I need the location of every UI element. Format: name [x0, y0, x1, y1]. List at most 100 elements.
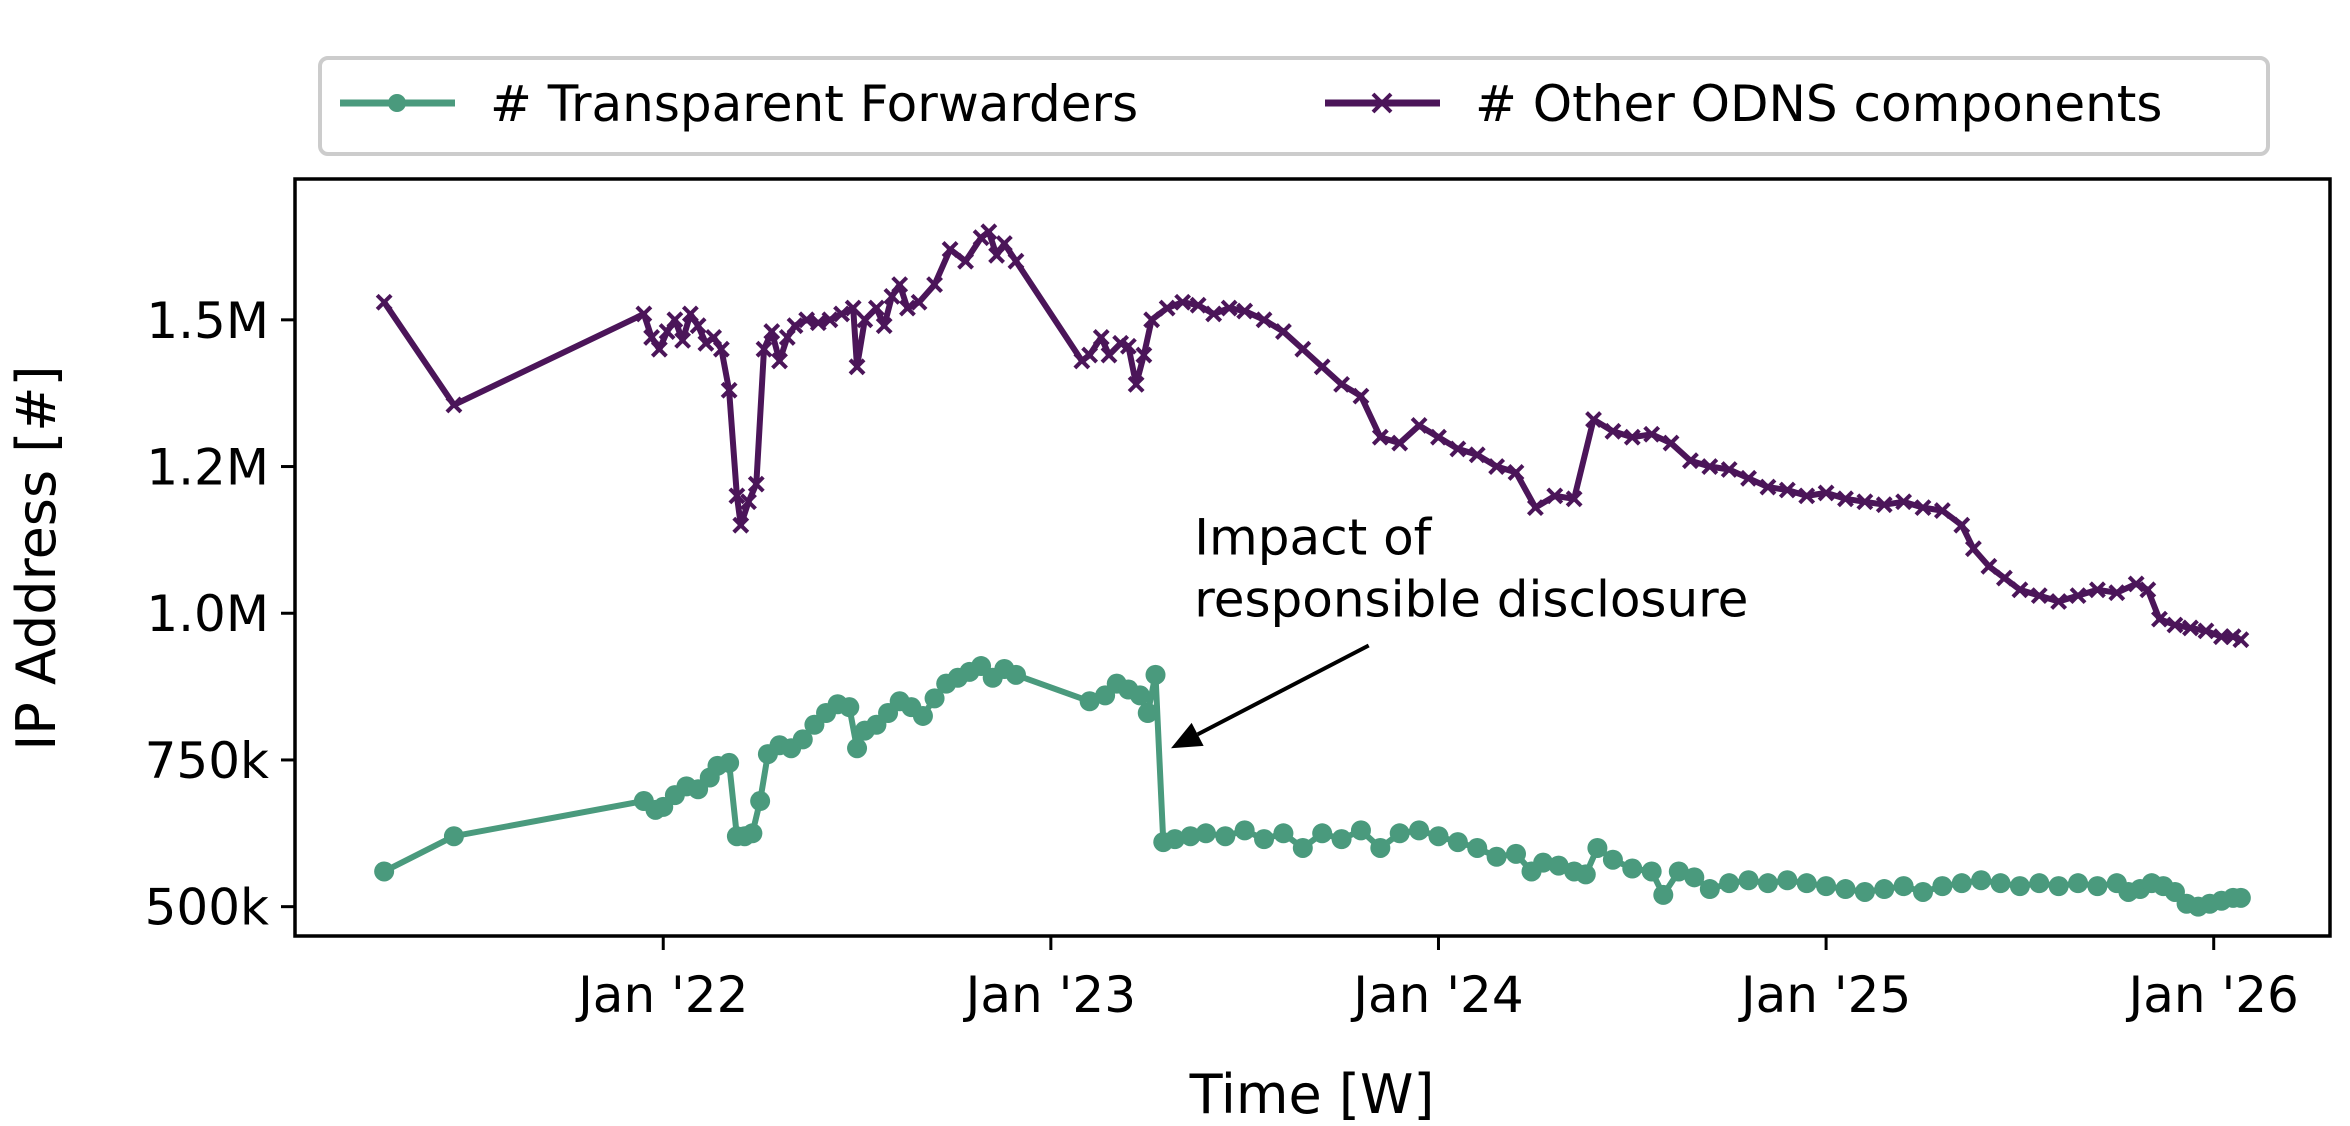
- series-1-point-99: [2011, 581, 2029, 599]
- series-0-point-77: [1699, 879, 1720, 900]
- series-1-point-94-stroke-b: [1933, 502, 1951, 519]
- series-1-point-12: [712, 340, 730, 358]
- series-1-point-35-stroke-b: [910, 293, 928, 311]
- series-1-point-41: [988, 246, 1006, 264]
- series-0-point-18: [792, 729, 813, 750]
- series-1-point-32-stroke-b: [883, 287, 901, 305]
- series-1-point-30-stroke-b: [868, 299, 885, 317]
- series-1-point-77: [1604, 422, 1622, 440]
- series-1-point-4: [650, 340, 668, 358]
- series-1-point-21-stroke-b: [778, 329, 796, 346]
- series-0-point-69: [1575, 864, 1596, 885]
- series-1-point-22: [786, 317, 804, 335]
- legend-frame: [318, 56, 2270, 156]
- series-0-point-76: [1684, 867, 1705, 888]
- series-1-point-18: [755, 340, 773, 358]
- series-0-point-13: [742, 823, 763, 844]
- series-1-point-92-stroke-b: [1895, 493, 1913, 511]
- series-1-point-47: [1100, 346, 1118, 364]
- series-1-point-51-stroke-b: [1135, 346, 1153, 364]
- x-axis: Jan '22 Jan '23 Jan '24 Jan '25 Jan '26: [575, 936, 2299, 1024]
- series-1-point-70-stroke-b: [1468, 446, 1486, 464]
- series-1-point-108: [2166, 616, 2184, 634]
- series-1-point-53-stroke-b: [1158, 299, 1176, 317]
- series-1-point-34: [899, 299, 916, 317]
- series-1-point-68-stroke-b: [1430, 428, 1447, 446]
- series-1-point-68: [1430, 428, 1447, 446]
- series-1-point-113: [2232, 631, 2250, 649]
- series-1-point-55: [1189, 296, 1207, 314]
- series-0-point-75: [1668, 861, 1689, 882]
- series-1-point-46-stroke-b: [1092, 329, 1110, 346]
- series-1-point-110: [2197, 622, 2215, 640]
- series-1-point-66-stroke-b: [1391, 434, 1409, 452]
- series-0-point-57: [1370, 837, 1391, 858]
- series-1-point-16-stroke-b: [740, 493, 757, 511]
- series-1-point-9-stroke-b: [689, 317, 707, 335]
- series-1-point-94: [1933, 502, 1951, 519]
- series-1-point-95: [1953, 516, 1971, 534]
- series-1-point-107-stroke-b: [2151, 610, 2168, 628]
- series-0-point-89: [1932, 876, 1953, 897]
- series-1-point-40: [980, 223, 998, 241]
- series-1-point-70: [1468, 446, 1486, 464]
- series-1-point-38-stroke-b: [957, 252, 974, 270]
- series-1-point-93: [1914, 499, 1932, 517]
- series-1-point-15: [732, 516, 750, 534]
- series-1-point-89-stroke-b: [1837, 490, 1854, 508]
- series-1-point-72: [1507, 463, 1525, 481]
- series-1-point-85-stroke-b: [1759, 478, 1777, 496]
- annotation-line-2: responsible disclosure: [1194, 571, 1748, 629]
- series-1-point-42: [995, 235, 1013, 252]
- series-0-point-52: [1273, 823, 1294, 844]
- series-1-point-58: [1236, 302, 1254, 320]
- x-tick-label-2: Jan '24: [1350, 966, 1523, 1024]
- series-1-point-82-stroke-b: [1701, 458, 1719, 475]
- series-1-point-62-stroke-b: [1313, 358, 1331, 376]
- series-1-point-8-stroke-b: [681, 305, 699, 323]
- series-0-point-44: [1145, 664, 1166, 685]
- series-0-point-22: [839, 697, 860, 718]
- series-1-point-20-stroke-b: [771, 352, 788, 370]
- series-1-point-110-stroke-b: [2197, 622, 2215, 640]
- plot-frame: [293, 177, 2332, 938]
- series-1-point-57: [1220, 299, 1238, 317]
- series-1-point-5-stroke-b: [658, 323, 676, 340]
- annotation-text: Impact of responsible disclosure: [1194, 509, 1748, 629]
- legend-marker-series-1-cross: [1371, 92, 1393, 114]
- series-1-point-24: [809, 314, 827, 332]
- series-0-point-78: [1719, 873, 1740, 894]
- series-1-point-22-stroke-b: [786, 317, 804, 335]
- series-1-point-89: [1837, 490, 1854, 508]
- series-0-point-92: [1990, 873, 2011, 894]
- series-1-point-87-stroke-b: [1798, 487, 1816, 505]
- series-1-point-100-stroke-b: [2030, 587, 2048, 605]
- series-1-point-20: [771, 352, 788, 370]
- series-1-point-42-stroke-b: [995, 235, 1013, 252]
- series-1-point-71-stroke-b: [1488, 458, 1506, 475]
- series-1-point-106: [2139, 581, 2157, 599]
- series-0-point-70: [1587, 837, 1608, 858]
- series-0: [374, 656, 2251, 917]
- series-0-point-81: [1777, 870, 1798, 891]
- series-1-point-27-stroke-b: [844, 299, 862, 317]
- series-1-point-37: [941, 241, 959, 258]
- x-tick-label-3: Jan '25: [1738, 966, 1911, 1024]
- series-1-point-56-stroke-b: [1205, 305, 1223, 323]
- series-1-point-49: [1119, 337, 1137, 355]
- series-0-point-85: [1854, 881, 1875, 902]
- series-0-point-58: [1389, 823, 1410, 844]
- series-1-point-71: [1488, 458, 1506, 475]
- series-1-point-73: [1526, 499, 1544, 517]
- series-1-point-14-stroke-b: [728, 487, 746, 505]
- series-1-point-56: [1205, 305, 1223, 323]
- series-0-point-48: [1195, 823, 1216, 844]
- series-1-point-2: [635, 305, 653, 323]
- series-1-point-48-stroke-b: [1112, 334, 1130, 352]
- series-0-point-91: [1971, 870, 1992, 891]
- series-0-point-86: [1874, 879, 1895, 900]
- series-1-point-2-stroke-b: [635, 305, 653, 323]
- series-0-point-47: [1180, 826, 1201, 847]
- annotation: Impact of responsible disclosure: [1171, 509, 1748, 749]
- series-1-point-109-stroke-b: [2182, 619, 2199, 637]
